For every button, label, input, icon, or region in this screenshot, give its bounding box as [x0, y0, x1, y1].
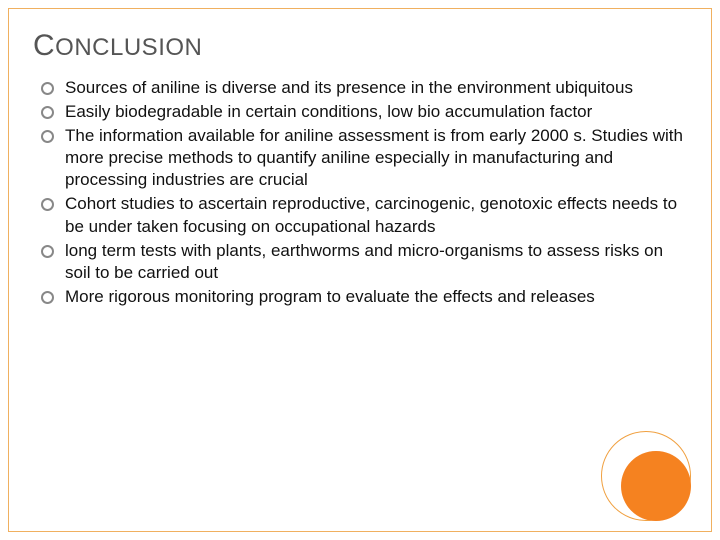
title-cap-1: C	[33, 29, 55, 62]
list-item: More rigorous monitoring program to eval…	[37, 286, 687, 308]
list-item: long term tests with plants, earthworms …	[37, 240, 687, 284]
list-item: Cohort studies to ascertain reproductive…	[37, 193, 687, 237]
bullet-text: More rigorous monitoring program to eval…	[65, 287, 595, 306]
bullet-text: Sources of aniline is diverse and its pr…	[65, 78, 633, 97]
bullet-text: Cohort studies to ascertain reproductive…	[65, 194, 677, 235]
bullet-list: Sources of aniline is diverse and its pr…	[33, 77, 687, 308]
list-item: The information available for aniline as…	[37, 125, 687, 191]
title-part-1: ONCLUSION	[55, 34, 202, 61]
bullet-text: Easily biodegradable in certain conditio…	[65, 102, 592, 121]
slide-title: CONCLUSION	[33, 29, 687, 63]
slide-frame: CONCLUSION Sources of aniline is diverse…	[8, 8, 712, 532]
list-item: Easily biodegradable in certain conditio…	[37, 101, 687, 123]
bullet-text: The information available for aniline as…	[65, 126, 683, 189]
bullet-text: long term tests with plants, earthworms …	[65, 241, 663, 282]
decor-circle-fill-icon	[621, 451, 691, 521]
list-item: Sources of aniline is diverse and its pr…	[37, 77, 687, 99]
